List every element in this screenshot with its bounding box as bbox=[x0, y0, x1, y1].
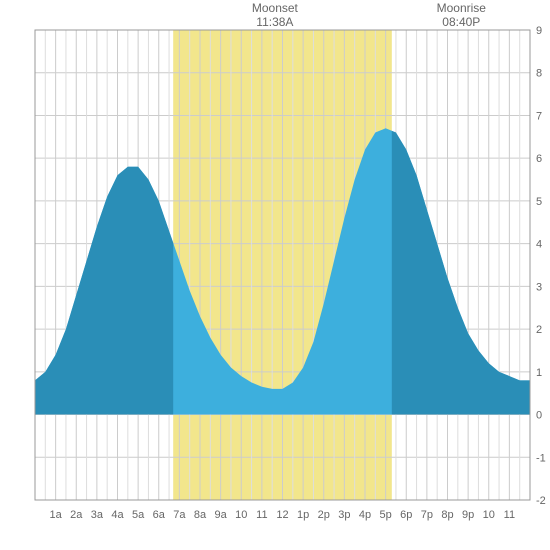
moonset-time: 11:38A bbox=[256, 15, 293, 29]
x-tick-label: 12 bbox=[276, 509, 288, 521]
y-tick-label: 7 bbox=[536, 110, 542, 122]
chart-svg: -2-101234567891a2a3a4a5a6a7a8a9a1011121p… bbox=[0, 0, 550, 550]
y-tick-label: 0 bbox=[536, 410, 542, 422]
x-tick-label: 4a bbox=[111, 509, 124, 521]
x-tick-label: 1p bbox=[297, 509, 309, 521]
x-tick-label: 6p bbox=[400, 509, 412, 521]
x-tick-label: 10 bbox=[483, 509, 495, 521]
x-tick-label: 10 bbox=[235, 509, 247, 521]
x-tick-label: 7a bbox=[173, 509, 186, 521]
x-tick-label: 8a bbox=[194, 509, 207, 521]
x-tick-label: 2p bbox=[318, 509, 330, 521]
x-tick-label: 2a bbox=[70, 509, 83, 521]
y-tick-label: 6 bbox=[536, 153, 542, 165]
x-tick-label: 3a bbox=[91, 509, 104, 521]
x-tick-label: 9p bbox=[462, 509, 474, 521]
x-tick-label: 11 bbox=[504, 509, 515, 521]
y-tick-label: -2 bbox=[536, 495, 546, 507]
y-tick-label: 9 bbox=[536, 25, 542, 37]
y-tick-label: 4 bbox=[536, 239, 542, 251]
x-tick-label: 6a bbox=[153, 509, 166, 521]
moonrise-time: 08:40P bbox=[442, 15, 480, 29]
x-tick-label: 8p bbox=[441, 509, 453, 521]
y-tick-label: 8 bbox=[536, 68, 542, 80]
y-tick-label: 5 bbox=[536, 196, 542, 208]
x-tick-label: 7p bbox=[421, 509, 433, 521]
x-tick-label: 5a bbox=[132, 509, 145, 521]
x-tick-label: 5p bbox=[380, 509, 392, 521]
y-tick-label: 3 bbox=[536, 281, 542, 293]
y-tick-label: 1 bbox=[536, 367, 542, 379]
x-tick-label: 9a bbox=[215, 509, 228, 521]
moonset-label: Moonset bbox=[252, 1, 299, 15]
x-tick-label: 1a bbox=[50, 509, 63, 521]
y-tick-label: -1 bbox=[536, 452, 546, 464]
x-tick-label: 4p bbox=[359, 509, 371, 521]
x-tick-label: 11 bbox=[256, 509, 267, 521]
x-tick-label: 3p bbox=[338, 509, 350, 521]
tide-chart: -2-101234567891a2a3a4a5a6a7a8a9a1011121p… bbox=[0, 0, 550, 550]
y-tick-label: 2 bbox=[536, 324, 542, 336]
moonrise-label: Moonrise bbox=[437, 1, 487, 15]
